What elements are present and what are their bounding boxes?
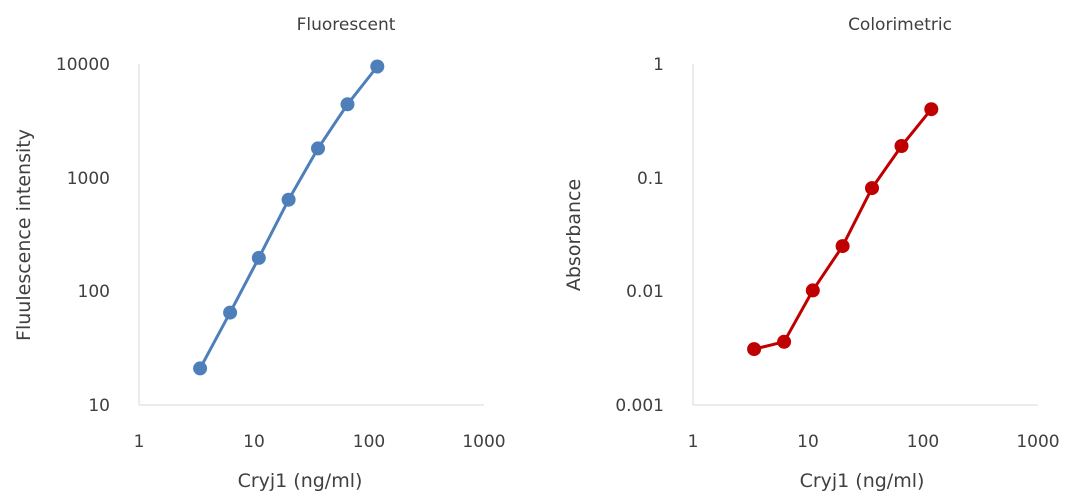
chart-title: Fluorescent [297,15,396,35]
y-axis-label: Fluulescence intensity [13,129,35,341]
data-point [805,283,820,298]
x-tick-label: 100 [353,432,385,452]
y-tick-label: 0.1 [637,169,664,189]
x-tick-label: 10 [797,432,819,452]
x-tick-label: 1 [688,432,699,452]
data-point [777,334,792,349]
y-tick-label: 10 [88,396,110,416]
chart-panel-colorimetric: Colorimetric Cryj1 (ng/ml) Absorbance 1 … [563,15,1060,492]
y-tick-label: 0.001 [615,396,664,416]
data-point [370,59,385,74]
x-axis-label: Cryj1 (ng/ml) [238,470,363,492]
y-axis-label: Absorbance [563,179,585,291]
series-line [198,65,379,370]
chart-panel-fluorescent: Fluorescent Cryj1 (ng/ml) Fluulescence i… [13,15,506,492]
chart-title: Colorimetric [848,15,952,35]
data-point [340,97,355,112]
x-tick-label: 10 [243,432,265,452]
y-tick-label: 0.01 [626,282,664,302]
x-tick-label: 1000 [462,432,505,452]
data-point [835,239,850,254]
data-point [894,139,909,153]
data-point [865,181,879,196]
y-tick-label: 1 [653,55,664,75]
x-axis-label: Cryj1 (ng/ml) [800,470,925,492]
x-tick-label: 100 [907,432,939,452]
data-point [924,102,939,117]
y-tick-label: 100 [78,282,110,302]
x-tick-label: 1 [134,432,145,452]
data-point [193,361,208,376]
y-tick-label: 1000 [67,169,110,189]
y-tick-label: 10000 [56,55,110,75]
data-point [281,192,296,207]
data-point [223,305,238,320]
x-tick-label: 1000 [1016,432,1059,452]
data-point [251,250,266,265]
data-point [311,141,325,156]
data-point [747,342,762,357]
